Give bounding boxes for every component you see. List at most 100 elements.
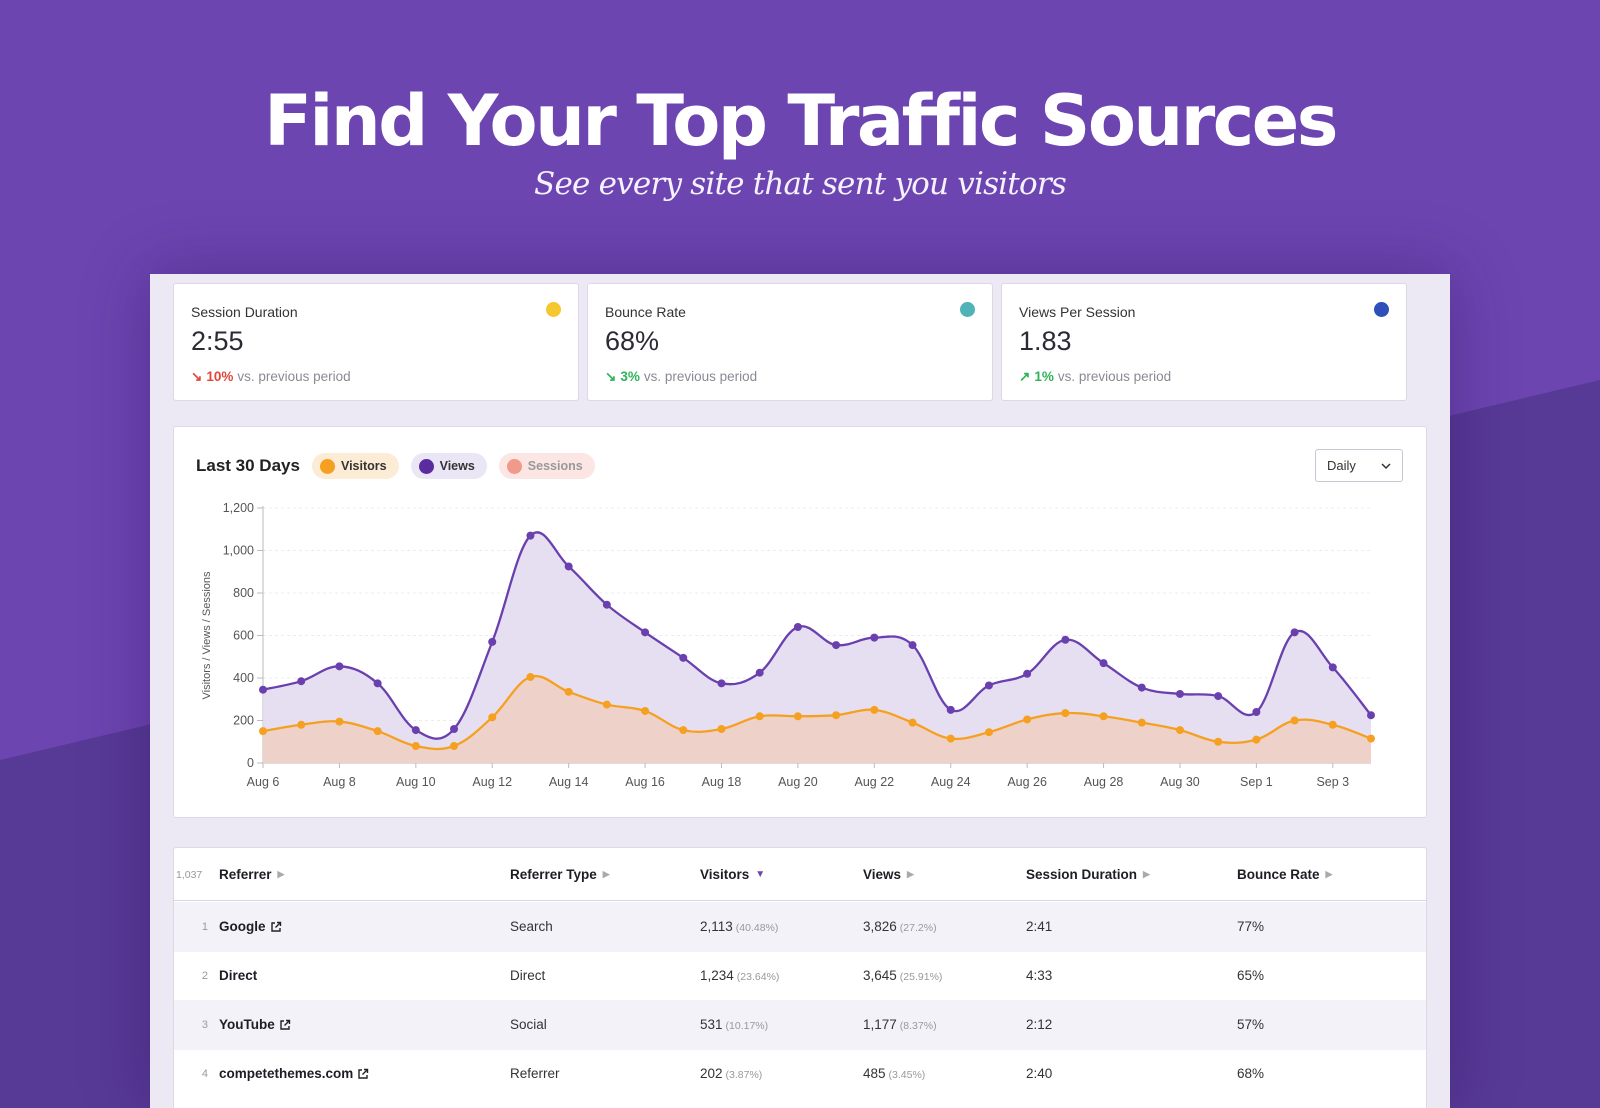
views-point (832, 641, 841, 650)
views-point (908, 641, 917, 650)
visitors-area (263, 676, 1371, 763)
visitors-value: 1,234 (700, 968, 734, 983)
sort-icon: ▶ (1143, 869, 1150, 879)
visitors-point (1023, 715, 1032, 724)
views-value: 485 (863, 1066, 886, 1081)
visitors-point (1137, 718, 1146, 727)
views-point (984, 681, 993, 690)
visitors-point (679, 726, 688, 735)
referrers-table: 1,037 Referrer ▶ Referrer Type ▶ Visitors ▼… (173, 847, 1427, 1108)
views-point (1099, 659, 1108, 668)
external-link-icon[interactable] (270, 921, 282, 933)
views-point (793, 623, 802, 631)
referrer-type: Social (510, 1017, 547, 1032)
column-label: Session Duration (1026, 867, 1138, 882)
visitors-point (641, 706, 650, 715)
stat-change: 10% (206, 369, 234, 384)
dashboard-panel: Session Duration 2:55 ↘ 10% vs. previous p… (150, 274, 1450, 1108)
visitors-point (832, 711, 841, 720)
views-point (602, 600, 611, 609)
visitors-point (946, 734, 955, 743)
bounce-rate-cell: 68% (1237, 1066, 1265, 1081)
interval-select-value: Daily (1327, 458, 1356, 473)
views-point (450, 725, 459, 733)
stat-trend: ↘ 3% vs. previous period (605, 369, 975, 385)
table-row[interactable]: 4 competethemes.com Referrer 202 (3.87%) 485(… (174, 1049, 1426, 1099)
referrer-name: Direct (219, 968, 258, 983)
hero-subtitle: See every site that sent you visitors (534, 166, 1067, 202)
stat-value: 1.83 (1019, 326, 1072, 356)
visitors-share: (23.64%) (736, 971, 780, 983)
stat-label: Bounce Rate (605, 304, 686, 320)
legend-visitors-toggle[interactable]: Visitors (311, 453, 399, 479)
views-cell: 1,177 (8.37%) (863, 1017, 937, 1032)
x-tick-label: Aug 22 (854, 775, 894, 789)
visitors-share: (40.48%) (735, 922, 779, 934)
legend-label: Sessions (527, 459, 583, 473)
column-header-visitors[interactable]: Visitors ▼ (700, 867, 765, 882)
referrer-name: YouTube (219, 1017, 275, 1032)
x-tick-label: Aug 24 (931, 775, 971, 789)
sort-icon: ▶ (1325, 869, 1333, 879)
x-tick-label: Aug 18 (702, 775, 742, 789)
referrer-link[interactable]: Google (219, 919, 282, 934)
referrer-link[interactable]: Direct (219, 968, 257, 983)
legend-dot-icon (418, 458, 434, 474)
x-tick-label: Aug 26 (1007, 775, 1047, 789)
table-row[interactable]: 3 YouTube Social 531 (10.17%) 1,177 (8.37%) 2:1… (174, 1000, 1426, 1050)
row-number: 2 (201, 970, 208, 982)
column-header-referrer[interactable]: Referrer ▶ (219, 867, 284, 882)
visitors-point (1328, 720, 1337, 729)
x-tick-label: Aug 14 (549, 775, 589, 789)
referrer-type: Search (510, 919, 553, 934)
y-tick-label: 0 (247, 756, 254, 770)
views-value: 3,645 (863, 968, 897, 983)
bounce-rate-cell: 77% (1237, 919, 1265, 934)
visitors-share: (3.87%) (725, 1069, 763, 1081)
total-count: 1,037 (176, 869, 203, 881)
bounce-rate-cell: 65% (1237, 968, 1265, 983)
legend-sessions-toggle[interactable]: Sessions (498, 453, 595, 479)
y-tick-label: 1,000 (223, 544, 254, 558)
visitors-value: 2,113 (700, 919, 733, 934)
stat-suffix: vs. previous period (237, 369, 351, 384)
referrer-link[interactable]: competethemes.com (219, 1066, 369, 1081)
external-link-icon[interactable] (357, 1068, 369, 1080)
y-tick-label: 1,200 (223, 501, 254, 515)
column-header-views[interactable]: Views ▶ (863, 867, 914, 882)
views-point (297, 677, 306, 686)
table-row[interactable]: 1 Google Search 2,113 (40.48%) 3,826 (27.2%) 2:… (174, 902, 1426, 952)
views-point (526, 531, 535, 540)
visitors-point (1252, 735, 1261, 744)
table-row[interactable]: 2 Direct Direct 1,234 (23.64%) 3,645 (25.91%) 4… (174, 951, 1426, 1001)
x-tick-label: Aug 12 (472, 775, 512, 789)
x-tick-label: Aug 30 (1160, 775, 1200, 789)
column-label: Visitors (700, 867, 750, 882)
column-header-referrer-type[interactable]: Referrer Type ▶ (510, 867, 610, 882)
visitors-point (1367, 734, 1375, 743)
legend-views-toggle[interactable]: Views (410, 453, 487, 479)
views-value: 1,177 (863, 1017, 897, 1032)
chart-title: Last 30 Days (196, 456, 300, 475)
visitors-point (1214, 737, 1223, 746)
visitors-cell: 202 (3.87%) (700, 1066, 762, 1081)
y-tick-label: 200 (233, 714, 254, 728)
views-point (1328, 663, 1337, 672)
hero-title: Find Your Top Traffic Sources (264, 80, 1338, 162)
color-dot-icon (546, 302, 561, 317)
referrer-link[interactable]: YouTube (219, 1017, 291, 1032)
visitors-point (1061, 709, 1070, 718)
y-tick-label: 400 (233, 671, 254, 685)
interval-select[interactable]: Daily (1315, 449, 1403, 482)
referrer-name: Google (219, 919, 266, 934)
external-link-icon[interactable] (279, 1019, 291, 1031)
y-axis-label: Visitors / Views / Sessions (201, 571, 213, 699)
chart-header: Last 30 Days Visitors Views Sessions (196, 453, 607, 479)
sort-icon: ▶ (277, 869, 285, 879)
views-point (679, 653, 688, 662)
column-header-session-duration[interactable]: Session Duration ▶ (1026, 867, 1150, 882)
views-cell: 3,826 (27.2%) (863, 919, 937, 934)
visitors-point (450, 742, 459, 750)
stat-suffix: vs. previous period (1057, 369, 1172, 384)
column-header-bounce-rate[interactable]: Bounce Rate ▶ (1237, 867, 1332, 882)
